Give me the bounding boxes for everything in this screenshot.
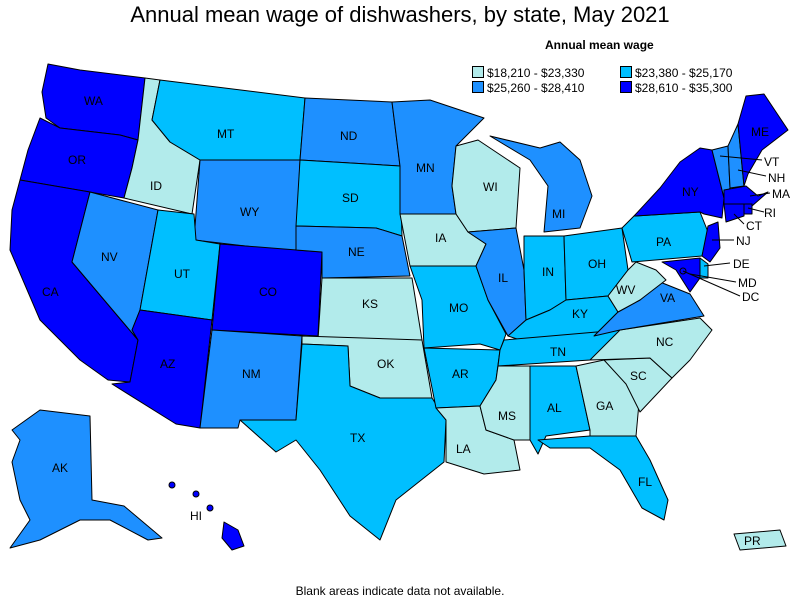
label-MS: MS: [498, 409, 516, 423]
state-CT[interactable]: [723, 203, 745, 223]
state-NY[interactable]: [633, 147, 725, 219]
label-MI: MI: [552, 207, 565, 221]
state-NE[interactable]: [295, 225, 411, 279]
legend-swatch-bin-1: [472, 66, 484, 78]
label-TX: TX: [350, 431, 365, 445]
state-HI-islet-1: [168, 481, 176, 489]
state-ME[interactable]: [737, 93, 789, 187]
legend-label-bin-3: $25,260 - $28,410: [487, 81, 585, 95]
leader-ct: [733, 213, 745, 225]
label-KS: KS: [362, 297, 378, 311]
leader-vt: [719, 155, 763, 161]
state-HI-islet-2: [192, 490, 200, 498]
state-DE[interactable]: [699, 257, 709, 279]
label-FL: FL: [638, 475, 652, 489]
state-MD[interactable]: [661, 257, 701, 293]
label-IA: IA: [435, 231, 446, 245]
legend-label-bin-1: $18,210 - $23,330: [487, 66, 585, 80]
footnote: Blank areas indicate data not available.: [295, 584, 505, 598]
legend-item-bin-1: $18,210 - $23,330: [472, 66, 584, 80]
label-AL: AL: [547, 401, 562, 415]
label-RI: RI: [764, 206, 776, 220]
state-NJ[interactable]: [701, 221, 721, 263]
label-SD: SD: [342, 191, 359, 205]
label-MN: MN: [416, 161, 435, 175]
label-AZ: AZ: [160, 357, 175, 371]
state-TX[interactable]: [239, 343, 447, 541]
label-HI: HI: [190, 509, 202, 523]
label-NH: NH: [768, 171, 785, 185]
label-NE: NE: [348, 245, 365, 259]
label-ID: ID: [150, 179, 162, 193]
label-MO: MO: [449, 301, 468, 315]
legend-swatch-bin-3: [472, 81, 484, 93]
label-IL: IL: [498, 271, 508, 285]
label-CA: CA: [42, 285, 59, 299]
state-AK[interactable]: [9, 409, 163, 549]
label-OH: OH: [588, 257, 606, 271]
leader-ma: [749, 192, 771, 197]
label-KY: KY: [572, 307, 588, 321]
label-ME: ME: [751, 125, 769, 139]
state-FL[interactable]: [537, 435, 669, 521]
leader-de: [703, 262, 731, 267]
label-CT: CT: [746, 219, 763, 233]
legend-swatch-bin-4: [620, 81, 632, 93]
legend-item-bin-2: $23,380 - $25,170: [620, 66, 732, 80]
label-WA: WA: [84, 94, 103, 108]
label-NV: NV: [101, 250, 118, 264]
legend-swatch-bin-2: [620, 66, 632, 78]
label-NY: NY: [682, 185, 699, 199]
map-title: Annual mean wage of dishwashers, by stat…: [130, 2, 670, 27]
label-ND: ND: [340, 129, 358, 143]
label-LA: LA: [456, 442, 471, 456]
label-WY: WY: [240, 205, 259, 219]
label-PA: PA: [656, 235, 671, 249]
label-WI: WI: [483, 180, 498, 194]
label-MA: MA: [772, 187, 790, 201]
label-NM: NM: [242, 367, 261, 381]
state-MA[interactable]: [723, 185, 769, 207]
state-MI[interactable]: [489, 135, 593, 233]
label-IN: IN: [542, 265, 554, 279]
label-CO: CO: [259, 285, 277, 299]
state-HI[interactable]: [221, 521, 245, 551]
state-PR[interactable]: [733, 529, 787, 551]
legend-label-bin-4: $28,610 - $35,300: [635, 81, 733, 95]
state-AZ[interactable]: [111, 309, 213, 429]
legend-label-bin-2: $23,380 - $25,170: [635, 66, 733, 80]
leader-md: [689, 273, 737, 283]
label-VT: VT: [764, 155, 780, 169]
legend-title: Annual mean wage: [545, 38, 654, 52]
label-VA: VA: [660, 291, 675, 305]
label-TN: TN: [550, 345, 566, 359]
state-WV[interactable]: [607, 261, 667, 313]
legend-item-bin-4: $28,610 - $35,300: [620, 81, 732, 95]
label-DC: DC: [742, 290, 760, 304]
leader-nh: [737, 169, 767, 177]
label-AR: AR: [452, 367, 469, 381]
state-HI-islet-3: [206, 504, 214, 512]
leader-dc: [682, 270, 741, 297]
label-DE: DE: [733, 257, 750, 271]
label-PR: PR: [744, 534, 761, 548]
label-MT: MT: [217, 127, 235, 141]
label-OK: OK: [377, 357, 394, 371]
label-NJ: NJ: [736, 234, 751, 248]
legend-item-bin-3: $25,260 - $28,410: [472, 81, 584, 95]
label-WV: WV: [616, 283, 635, 297]
label-AK: AK: [52, 461, 68, 475]
label-GA: GA: [596, 399, 613, 413]
label-OR: OR: [68, 153, 86, 167]
label-SC: SC: [630, 369, 647, 383]
label-MD: MD: [738, 276, 757, 290]
label-UT: UT: [174, 267, 191, 281]
label-NC: NC: [656, 335, 674, 349]
leader-ri: [747, 207, 765, 213]
